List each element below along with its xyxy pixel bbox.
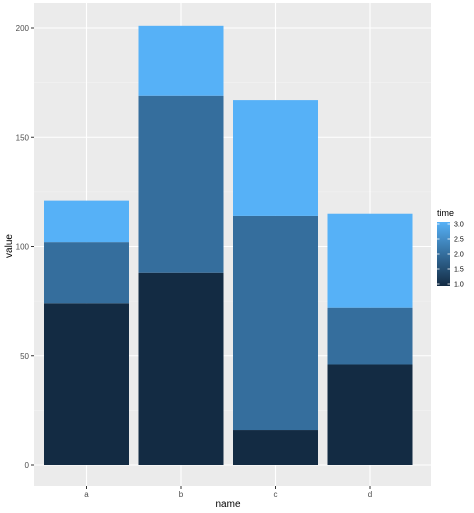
bar-segment-a-time-2 — [44, 242, 129, 304]
bar-segment-d-time-1 — [327, 364, 413, 465]
x-tick-label: c — [274, 490, 278, 499]
legend-colorbar — [437, 222, 450, 286]
legend-tick-label: 2.5 — [454, 237, 464, 244]
y-tick-label: 0 — [25, 461, 30, 470]
legend-tick-label: 3.0 — [454, 222, 464, 229]
bar-segment-d-time-2 — [327, 307, 413, 365]
x-tick-label: d — [368, 490, 372, 499]
bar-segment-c-time-3 — [233, 100, 318, 216]
y-tick-label: 50 — [20, 352, 29, 361]
x-axis: a b c d — [84, 486, 372, 499]
bar-segment-a-time-1 — [44, 303, 129, 465]
y-axis: 0 50 100 150 200 — [16, 24, 34, 470]
legend-tick-label: 2.0 — [454, 252, 464, 259]
y-axis-title: value — [4, 234, 15, 258]
legend-title: time — [437, 208, 454, 218]
bar-segment-c-time-2 — [233, 215, 318, 431]
x-tick-label: a — [84, 490, 89, 499]
bar-segment-a-time-3 — [44, 200, 129, 243]
bars — [44, 25, 413, 465]
y-tick-label: 200 — [16, 24, 30, 33]
bar-segment-d-time-3 — [327, 213, 413, 308]
x-tick-label: b — [179, 490, 184, 499]
legend: time 3.0 2.5 2.0 1.5 1.0 — [437, 208, 464, 289]
bar-segment-b-time-3 — [138, 25, 224, 96]
bar-segment-b-time-1 — [138, 272, 224, 465]
bar-segment-c-time-1 — [233, 430, 318, 465]
legend-tick-label: 1.5 — [454, 267, 464, 274]
y-tick-label: 150 — [16, 133, 30, 142]
legend-tick-label: 1.0 — [454, 282, 464, 289]
bar-segment-b-time-2 — [138, 95, 224, 273]
x-axis-title: name — [215, 499, 240, 510]
y-tick-label: 100 — [16, 243, 30, 252]
